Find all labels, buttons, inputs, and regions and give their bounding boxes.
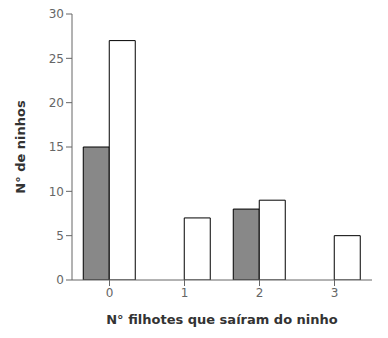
svg-text:3: 3 — [331, 286, 339, 300]
svg-text:10: 10 — [49, 185, 64, 199]
svg-text:20: 20 — [49, 96, 64, 110]
svg-text:N° de ninhos: N° de ninhos — [13, 100, 28, 194]
svg-text:30: 30 — [49, 7, 64, 21]
svg-text:5: 5 — [56, 229, 64, 243]
svg-text:N° filhotes que saíram do ninh: N° filhotes que saíram do ninho — [106, 312, 338, 327]
svg-text:2: 2 — [256, 286, 264, 300]
svg-text:1: 1 — [181, 286, 189, 300]
svg-text:15: 15 — [49, 140, 64, 154]
svg-text:0: 0 — [106, 286, 114, 300]
svg-text:25: 25 — [49, 52, 64, 66]
svg-text:0: 0 — [56, 273, 64, 287]
